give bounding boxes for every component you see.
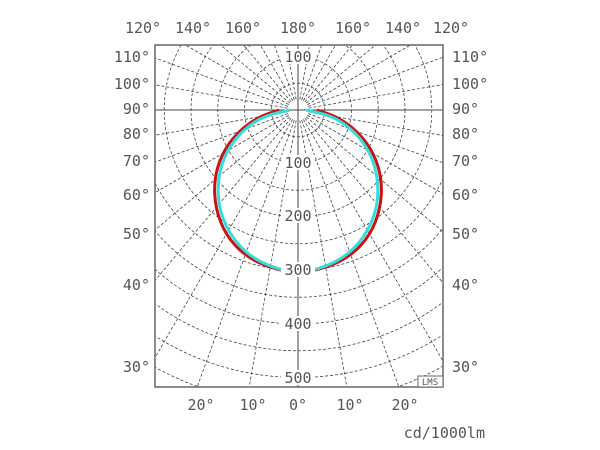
top-angle-label: 120°	[433, 19, 469, 37]
top-angle-label: 140°	[175, 19, 211, 37]
radial-tick-label: 400	[284, 315, 311, 333]
top-angle-label: 140°	[385, 19, 421, 37]
left-angle-label: 80°	[123, 125, 150, 143]
lms-badge: LMS	[422, 378, 438, 388]
left-angle-label: 30°	[123, 358, 150, 376]
right-angle-label: 80°	[452, 125, 479, 143]
bottom-angle-label: 0°	[289, 396, 307, 414]
grid-radial-line	[307, 115, 443, 195]
grid-radial-line	[305, 45, 376, 104]
top-angle-label: 180°	[280, 19, 316, 37]
top-angle-label: 160°	[225, 19, 261, 37]
left-angle-label: 50°	[123, 225, 150, 243]
right-angle-label: 90°	[452, 100, 479, 118]
grid-radial-line	[155, 84, 288, 109]
right-angle-label: 30°	[452, 358, 479, 376]
grid-radial-line	[243, 45, 292, 103]
right-angle-label: 50°	[452, 225, 479, 243]
grid-radial-line	[155, 57, 289, 107]
grid-radial-line	[220, 45, 291, 104]
radial-tick-label: 500	[284, 369, 311, 387]
top-angle-label: 160°	[335, 19, 371, 37]
plot-frame	[154, 44, 444, 388]
right-angle-label: 100°	[452, 75, 488, 93]
grid-radial-line	[307, 113, 443, 164]
left-angle-label: 110°	[114, 48, 150, 66]
left-angle-label: 90°	[123, 100, 150, 118]
left-angle-label: 70°	[123, 152, 150, 170]
bottom-angle-label: 10°	[239, 396, 266, 414]
right-angle-label: 70°	[452, 152, 479, 170]
right-angle-label: 40°	[452, 276, 479, 294]
grid-radial-line	[303, 45, 336, 101]
lms-badge-box	[417, 375, 444, 388]
left-angle-label: 40°	[123, 276, 150, 294]
grid-radial-line	[307, 56, 443, 107]
bottom-angle-label: 20°	[391, 396, 418, 414]
grid-radial-line	[155, 116, 291, 231]
grid-radial-line	[155, 113, 289, 163]
top-angle-label: 120°	[125, 19, 161, 37]
right-angle-label: 110°	[452, 48, 488, 66]
radial-tick-label: 100	[284, 48, 311, 66]
grid-radial-line	[308, 84, 443, 109]
grid-radial-line	[155, 119, 293, 358]
right-angle-label: 60°	[452, 186, 479, 204]
radial-tick-label: 300	[284, 261, 311, 279]
radial-tick-label: 100	[284, 154, 311, 172]
grid-radial-line	[304, 117, 443, 284]
bottom-angle-label: 20°	[187, 396, 214, 414]
grid-radial-line	[303, 119, 443, 362]
grid-radial-line	[260, 45, 293, 101]
radial-tick-label: 200	[284, 207, 311, 225]
grid-radial-line	[304, 45, 353, 103]
grid-radial-line	[155, 117, 292, 281]
left-angle-label: 100°	[114, 75, 150, 93]
left-angle-label: 60°	[123, 186, 150, 204]
bottom-angle-label: 10°	[336, 396, 363, 414]
unit-label: cd/1000lm	[404, 424, 485, 442]
